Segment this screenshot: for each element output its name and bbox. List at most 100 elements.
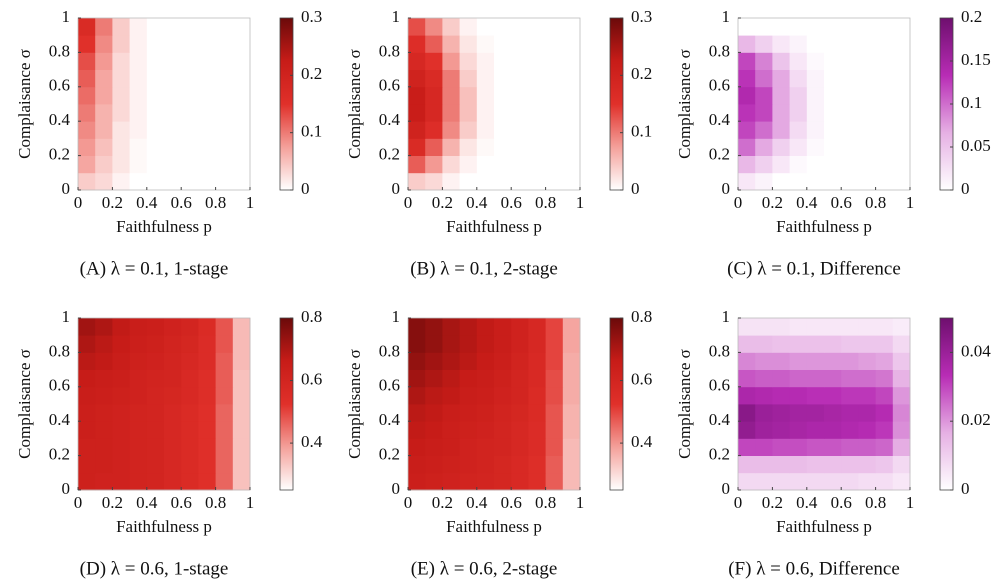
heat-cell bbox=[112, 104, 130, 122]
heat-cell bbox=[562, 104, 581, 122]
colorbar bbox=[609, 17, 624, 191]
heat-cell bbox=[442, 352, 460, 370]
heat-cell bbox=[824, 35, 842, 53]
heat-cell bbox=[164, 69, 182, 88]
heat-cell bbox=[892, 155, 911, 174]
heat-cell bbox=[129, 369, 148, 388]
heat-cell bbox=[562, 438, 581, 456]
heat-cell bbox=[755, 386, 773, 405]
heat-cell bbox=[198, 86, 216, 105]
heat-cell bbox=[562, 318, 581, 336]
heat-cell bbox=[494, 455, 512, 474]
heat-cell bbox=[858, 369, 876, 388]
heat-cell bbox=[545, 335, 564, 353]
plot-frame bbox=[407, 17, 581, 191]
heat-cell bbox=[442, 86, 460, 105]
heat-cell bbox=[476, 35, 495, 53]
heat-cell bbox=[181, 404, 199, 422]
heat-cell bbox=[215, 69, 234, 88]
heat-cell bbox=[824, 386, 842, 405]
heat-cell bbox=[824, 455, 842, 474]
y-tick-label: 0 bbox=[392, 479, 401, 498]
heat-cell bbox=[408, 369, 426, 388]
heat-cell bbox=[198, 69, 216, 88]
heat-cell bbox=[198, 52, 216, 70]
heat-cell bbox=[232, 52, 251, 70]
heat-cell bbox=[408, 138, 426, 156]
heat-cell bbox=[476, 472, 495, 491]
heat-cell bbox=[755, 18, 773, 36]
heat-cell bbox=[164, 455, 182, 474]
heat-cell bbox=[181, 86, 199, 105]
heat-cell bbox=[528, 86, 546, 105]
heat-cell bbox=[425, 421, 443, 439]
heat-cell bbox=[875, 155, 894, 174]
heat-cell bbox=[806, 455, 825, 474]
heat-cell bbox=[181, 369, 199, 388]
x-tick-label: 0.2 bbox=[102, 493, 123, 512]
y-tick-label: 0.4 bbox=[49, 110, 71, 129]
x-tick-label: 0.4 bbox=[136, 193, 158, 212]
heat-cell bbox=[146, 104, 165, 122]
x-tick-label: 0.8 bbox=[535, 193, 556, 212]
heat-cell bbox=[562, 335, 581, 353]
heat-cell bbox=[494, 52, 512, 70]
heat-cell bbox=[164, 35, 182, 53]
heat-cell bbox=[545, 104, 564, 122]
heat-cell bbox=[112, 35, 130, 53]
heat-cell bbox=[146, 335, 165, 353]
heat-cell bbox=[181, 421, 199, 439]
heat-cell bbox=[146, 35, 165, 53]
heat-cell bbox=[892, 421, 911, 439]
plot-frame bbox=[407, 317, 581, 491]
colorbar-tick-label: 0.4 bbox=[301, 432, 323, 451]
heat-cell bbox=[824, 172, 842, 191]
heat-cell bbox=[755, 455, 773, 474]
heat-cell bbox=[181, 438, 199, 456]
heat-cell bbox=[494, 472, 512, 491]
heat-cell bbox=[494, 155, 512, 174]
heat-cell bbox=[545, 86, 564, 105]
heat-cell bbox=[528, 35, 546, 53]
heat-cell bbox=[755, 172, 773, 191]
x-tick-label: 0 bbox=[74, 493, 83, 512]
caption: (C) λ = 0.1, Difference bbox=[727, 258, 901, 279]
heat-cell bbox=[789, 121, 808, 139]
heat-cell bbox=[78, 35, 96, 53]
heat-cell bbox=[806, 52, 825, 70]
x-tick-label: 0.4 bbox=[796, 193, 818, 212]
heat-cell bbox=[232, 455, 251, 474]
heat-cell bbox=[232, 172, 251, 191]
heat-cell bbox=[562, 69, 581, 88]
heat-cell bbox=[562, 155, 581, 174]
heat-cell bbox=[755, 69, 773, 88]
heat-cell bbox=[806, 172, 825, 191]
heat-cell bbox=[755, 438, 773, 456]
x-axis-label: Faithfulness p bbox=[446, 517, 542, 536]
plot-frame bbox=[737, 17, 911, 191]
heat-cell bbox=[875, 18, 894, 36]
heat-cell bbox=[841, 386, 859, 405]
heat-cell bbox=[875, 86, 894, 105]
heat-cell bbox=[232, 69, 251, 88]
heat-cell bbox=[562, 455, 581, 474]
heat-cell bbox=[789, 369, 808, 388]
x-tick-label: 0.8 bbox=[205, 493, 226, 512]
heat-cell bbox=[164, 352, 182, 370]
heat-cell bbox=[232, 404, 251, 422]
heat-cell bbox=[789, 455, 808, 474]
heat-cell bbox=[232, 438, 251, 456]
heat-cell bbox=[858, 172, 876, 191]
heat-cell bbox=[562, 472, 581, 491]
x-tick-label: 0.8 bbox=[865, 493, 886, 512]
heat-cell bbox=[806, 86, 825, 105]
colorbar-tick-label: 0.2 bbox=[631, 64, 652, 83]
heat-cell bbox=[78, 155, 96, 174]
heat-cell bbox=[562, 86, 581, 105]
heat-cell bbox=[215, 335, 234, 353]
heat-cell bbox=[738, 104, 756, 122]
heat-cell bbox=[146, 404, 165, 422]
heat-cell bbox=[875, 335, 894, 353]
heat-cell bbox=[545, 52, 564, 70]
heat-cell bbox=[112, 352, 130, 370]
